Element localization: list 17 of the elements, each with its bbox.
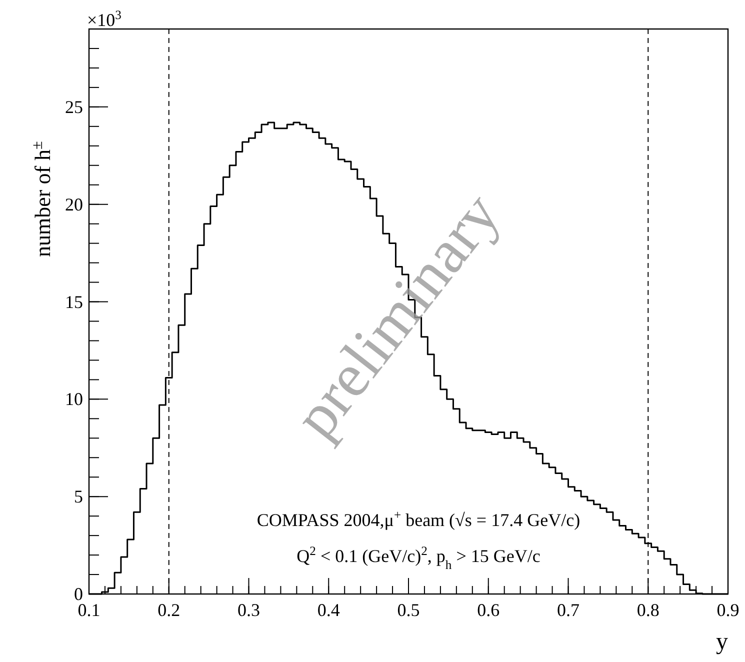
y-tick-label: 10 bbox=[65, 389, 83, 410]
x-tick-label: 0.5 bbox=[397, 600, 420, 620]
x-tick-label: 0.3 bbox=[238, 600, 260, 620]
x-tick-label: 0.4 bbox=[317, 600, 340, 620]
x-tick-label: 0.9 bbox=[716, 600, 740, 620]
x-tick-label: 0.6 bbox=[477, 600, 500, 620]
annotation: COMPASS 2004,μ$^{+}$ beam (√s = 17.4 GeV/c) bbox=[256, 508, 580, 530]
y-tick-label: 25 bbox=[65, 96, 83, 117]
x-axis-title: y bbox=[716, 629, 728, 655]
x-tick-label: 0.8 bbox=[636, 600, 660, 620]
y-tick-label: 20 bbox=[65, 194, 83, 214]
y-tick-label: 15 bbox=[65, 292, 83, 312]
x-tick-label: 0.7 bbox=[557, 600, 580, 620]
annotation: ×10$^{3}$ bbox=[87, 8, 122, 30]
annotation: Q$^{2}$ < 0.1 (GeV/c)$^{2}$, p$_{h}$ > 15 GeV/c bbox=[296, 544, 540, 572]
y-tick-label: 5 bbox=[74, 486, 83, 507]
x-tick-label: 0.2 bbox=[158, 600, 180, 620]
